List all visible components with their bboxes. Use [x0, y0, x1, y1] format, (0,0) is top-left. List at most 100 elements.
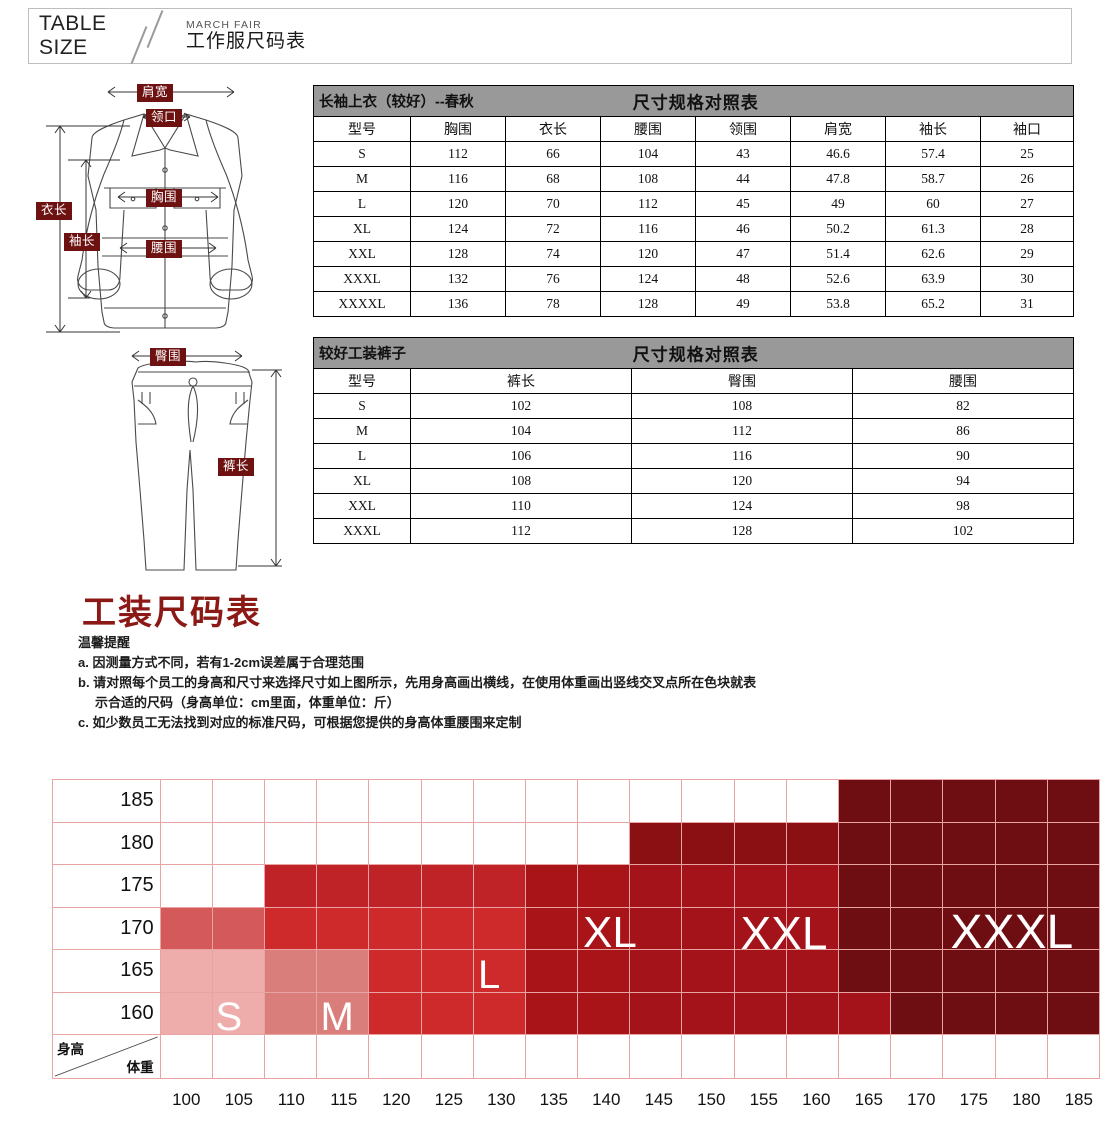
heatmap-cell[interactable] [211, 991, 265, 1035]
heatmap-cell[interactable] [681, 864, 735, 908]
heatmap-cell[interactable] [994, 991, 1048, 1035]
heatmap-cell[interactable] [316, 991, 370, 1035]
heatmap-cell[interactable] [838, 991, 892, 1035]
heatmap-cell[interactable] [577, 779, 631, 823]
heatmap-cell[interactable] [1046, 906, 1100, 950]
heatmap-cell[interactable] [994, 779, 1048, 823]
heatmap-cell[interactable] [159, 949, 213, 993]
heatmap-cell[interactable] [263, 779, 318, 823]
heatmap-cell[interactable] [890, 779, 944, 823]
heatmap-cell[interactable] [890, 991, 944, 1035]
heatmap-cell[interactable] [577, 949, 631, 993]
heatmap-cell[interactable] [159, 864, 213, 908]
heatmap-cell[interactable] [420, 779, 474, 823]
heatmap-cell[interactable] [733, 779, 787, 823]
heatmap-cell[interactable] [890, 821, 944, 865]
heatmap-cell[interactable] [890, 906, 944, 950]
heatmap-cell[interactable] [994, 864, 1048, 908]
heatmap-cell[interactable] [368, 821, 422, 865]
heatmap-cell[interactable] [263, 991, 318, 1035]
heatmap-cell[interactable] [316, 821, 370, 865]
heatmap-cell[interactable] [994, 821, 1048, 865]
heatmap-cell[interactable] [420, 821, 474, 865]
heatmap-cell[interactable] [629, 864, 683, 908]
heatmap-cell[interactable] [368, 949, 422, 993]
heatmap-cell[interactable] [368, 779, 422, 823]
heatmap-cell[interactable] [1046, 779, 1100, 823]
heatmap-cell[interactable] [629, 991, 683, 1035]
heatmap-cell[interactable] [733, 991, 787, 1035]
heatmap-cell[interactable] [629, 821, 683, 865]
heatmap-cell[interactable] [942, 779, 996, 823]
heatmap-cell[interactable] [994, 906, 1048, 950]
heatmap-cell[interactable] [316, 779, 370, 823]
heatmap-cell[interactable] [577, 906, 631, 950]
heatmap-cell[interactable] [838, 864, 892, 908]
heatmap-cell[interactable] [733, 864, 787, 908]
heatmap-cell[interactable] [733, 906, 787, 950]
heatmap-cell[interactable] [629, 906, 683, 950]
heatmap-cell[interactable] [1046, 949, 1100, 993]
heatmap-cell[interactable] [368, 864, 422, 908]
heatmap-cell[interactable] [681, 991, 735, 1035]
heatmap-cell[interactable] [420, 949, 474, 993]
heatmap-cell[interactable] [890, 864, 944, 908]
heatmap-cell[interactable] [838, 779, 892, 823]
heatmap-cell[interactable] [1046, 991, 1100, 1035]
heatmap-cell[interactable] [1046, 821, 1100, 865]
heatmap-cell[interactable] [159, 906, 213, 950]
heatmap-cell[interactable] [524, 864, 579, 908]
heatmap-cell[interactable] [681, 821, 735, 865]
heatmap-cell[interactable] [785, 779, 840, 823]
heatmap-cell[interactable] [211, 949, 265, 993]
heatmap-cell[interactable] [159, 821, 213, 865]
heatmap-cell[interactable] [524, 779, 579, 823]
heatmap-cell[interactable] [994, 949, 1048, 993]
heatmap-cell[interactable] [890, 949, 944, 993]
heatmap-cell[interactable] [942, 991, 996, 1035]
heatmap-cell[interactable] [368, 906, 422, 950]
heatmap-cell[interactable] [159, 991, 213, 1035]
heatmap-cell[interactable] [472, 991, 526, 1035]
heatmap-cell[interactable] [472, 821, 526, 865]
heatmap-cell[interactable] [211, 821, 265, 865]
heatmap-cell[interactable] [785, 906, 840, 950]
heatmap-cell[interactable] [211, 779, 265, 823]
heatmap-cell[interactable] [629, 949, 683, 993]
heatmap-cell[interactable] [785, 864, 840, 908]
heatmap-cell[interactable] [263, 821, 318, 865]
heatmap-cell[interactable] [629, 779, 683, 823]
heatmap-cell[interactable] [577, 991, 631, 1035]
heatmap-cell[interactable] [681, 906, 735, 950]
heatmap-cell[interactable] [316, 949, 370, 993]
heatmap-cell[interactable] [785, 949, 840, 993]
heatmap-cell[interactable] [263, 906, 318, 950]
heatmap-cell[interactable] [368, 991, 422, 1035]
heatmap-cell[interactable] [472, 864, 526, 908]
heatmap-cell[interactable] [524, 821, 579, 865]
heatmap-cell[interactable] [524, 949, 579, 993]
heatmap-cell[interactable] [838, 906, 892, 950]
heatmap-cell[interactable] [681, 779, 735, 823]
heatmap-cell[interactable] [472, 779, 526, 823]
heatmap-cell[interactable] [316, 864, 370, 908]
heatmap-cell[interactable] [316, 906, 370, 950]
heatmap-cell[interactable] [420, 906, 474, 950]
heatmap-cell[interactable] [1046, 864, 1100, 908]
heatmap-cell[interactable] [942, 821, 996, 865]
heatmap-cell[interactable] [263, 949, 318, 993]
heatmap-cell[interactable] [942, 864, 996, 908]
heatmap-cell[interactable] [211, 906, 265, 950]
heatmap-cell[interactable] [785, 991, 840, 1035]
heatmap-cell[interactable] [524, 991, 579, 1035]
heatmap-cell[interactable] [733, 949, 787, 993]
heatmap-cell[interactable] [942, 949, 996, 993]
heatmap-cell[interactable] [785, 821, 840, 865]
heatmap-cell[interactable] [838, 821, 892, 865]
heatmap-cell[interactable] [942, 906, 996, 950]
heatmap-cell[interactable] [420, 991, 474, 1035]
heatmap-cell[interactable] [159, 779, 213, 823]
heatmap-cell[interactable] [681, 949, 735, 993]
heatmap-cell[interactable] [524, 906, 579, 950]
heatmap-cell[interactable] [263, 864, 318, 908]
